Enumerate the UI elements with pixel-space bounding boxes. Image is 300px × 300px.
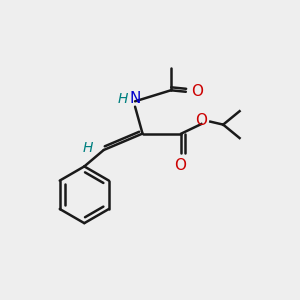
Text: O: O xyxy=(191,84,203,99)
Text: O: O xyxy=(174,158,186,173)
Text: N: N xyxy=(130,91,141,106)
Text: H: H xyxy=(117,92,128,106)
Text: H: H xyxy=(83,141,93,154)
Text: O: O xyxy=(195,112,207,128)
